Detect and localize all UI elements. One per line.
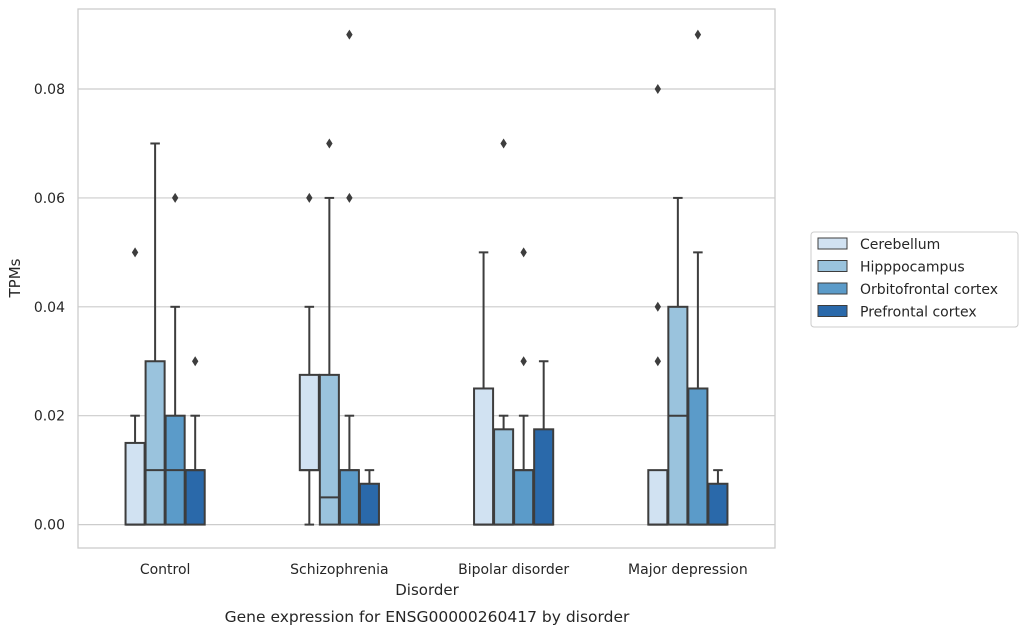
box <box>533 360 555 526</box>
legend-label: Orbitofrontal cortex <box>860 282 998 298</box>
legend: Cerebellum Hipppocampus Orbitofrontal cort… <box>810 231 1019 328</box>
box-body <box>473 387 495 526</box>
outlier-point <box>520 356 527 367</box>
box <box>298 192 320 526</box>
legend-item: Orbitofrontal cortex <box>817 282 998 298</box>
box-body <box>144 360 166 526</box>
y-tick-label: 0.08 <box>34 82 65 98</box>
box <box>318 138 340 526</box>
box-body <box>707 482 729 526</box>
box-body <box>647 469 669 526</box>
x-tick-label: Bipolar disorder <box>458 562 569 578</box>
outlier-point <box>346 29 353 40</box>
x-tick-labels: Control Schizophrenia Bipolar disorder Majo… <box>140 562 748 578</box>
legend-item: Hipppocampus <box>817 260 965 276</box>
box-body <box>318 373 340 526</box>
box-body <box>124 441 146 526</box>
y-tick-label: 0.00 <box>34 518 65 534</box>
box <box>707 469 729 526</box>
y-tick-labels: 0.00 0.02 0.04 0.06 0.08 <box>34 82 65 534</box>
box-body <box>513 469 535 526</box>
y-tick-label: 0.02 <box>34 409 65 425</box>
legend-label: Hipppocampus <box>860 260 965 276</box>
box-body <box>338 469 360 526</box>
legend-swatch <box>817 305 848 317</box>
box <box>164 192 186 526</box>
outlier-point <box>654 356 662 367</box>
outlier-point <box>500 138 507 149</box>
box-body <box>184 469 206 526</box>
outlier-point <box>131 247 139 258</box>
boxes <box>124 29 729 526</box>
legend-swatch <box>817 260 848 272</box>
outlier-point <box>306 192 313 203</box>
legend-label: Cerebellum <box>860 237 940 253</box>
box-body <box>687 387 709 526</box>
outlier-point <box>346 192 353 203</box>
box <box>687 29 709 526</box>
x-axis-label: Disorder <box>395 581 459 599</box>
box <box>124 247 146 526</box>
chart-caption: Gene expression for ENSG00000260417 by d… <box>225 608 630 626</box>
legend-swatch <box>817 282 848 295</box>
outlier-point <box>694 29 702 40</box>
outlier-point <box>520 247 527 258</box>
box <box>144 142 166 526</box>
y-tick-label: 0.06 <box>34 191 65 207</box>
legend-item: Cerebellum <box>817 237 940 253</box>
legend-label: Prefrontal cortex <box>860 305 977 321</box>
outlier-point <box>654 84 662 95</box>
x-tick-label: Schizophrenia <box>290 562 388 578</box>
legend-item: Prefrontal cortex <box>817 305 977 321</box>
legend-swatch <box>817 237 848 250</box>
box <box>338 29 360 526</box>
x-tick-label: Major depression <box>628 562 748 578</box>
box <box>647 84 669 526</box>
y-axis-label: TPMs <box>6 258 24 298</box>
outlier-point <box>171 192 179 203</box>
box <box>184 356 206 526</box>
y-tick-label: 0.04 <box>34 300 65 316</box>
x-tick-label: Control <box>140 562 191 578</box>
box <box>358 469 380 526</box>
box-body <box>533 428 555 526</box>
outlier-point <box>326 138 333 149</box>
plot-area <box>77 8 776 549</box>
legend-frame <box>810 231 1019 328</box>
box <box>473 251 495 526</box>
box-body <box>298 373 320 472</box>
box-body <box>358 482 380 526</box>
box-body <box>493 428 515 526</box>
outlier-point <box>191 356 199 367</box>
outlier-point <box>654 301 662 312</box>
